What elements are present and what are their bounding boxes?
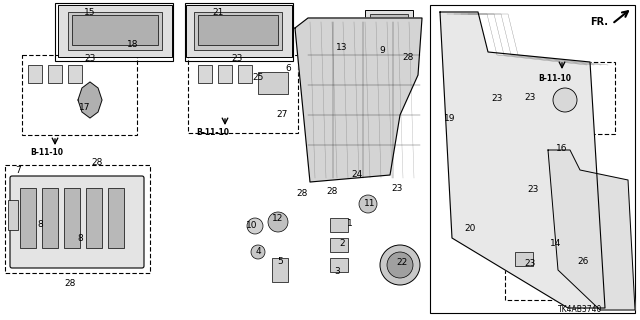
Bar <box>55 3 173 61</box>
Text: B-11-10: B-11-10 <box>30 148 63 157</box>
Text: 25: 25 <box>252 73 264 82</box>
Bar <box>505 240 605 300</box>
Bar <box>28 65 42 83</box>
Polygon shape <box>440 12 605 308</box>
Text: 9: 9 <box>379 46 385 55</box>
Bar <box>68 65 82 83</box>
Bar <box>5 165 150 273</box>
Bar <box>188 55 298 133</box>
Bar <box>515 252 533 266</box>
Text: 16: 16 <box>556 144 568 153</box>
Text: 23: 23 <box>84 54 96 63</box>
Bar <box>198 15 278 45</box>
Text: B-11-10: B-11-10 <box>196 128 229 137</box>
Text: 10: 10 <box>246 221 258 230</box>
Bar <box>108 188 124 248</box>
Bar <box>22 55 137 135</box>
Bar <box>20 188 36 248</box>
Text: 21: 21 <box>212 8 224 17</box>
Bar <box>64 188 80 248</box>
Circle shape <box>380 245 420 285</box>
Text: 28: 28 <box>403 53 413 62</box>
Bar <box>330 258 348 272</box>
Text: 23: 23 <box>492 94 502 103</box>
Bar <box>72 15 158 45</box>
Text: B-11-10: B-11-10 <box>538 74 571 83</box>
Bar <box>238 65 252 83</box>
Polygon shape <box>548 150 635 310</box>
Bar <box>42 188 58 248</box>
Text: 12: 12 <box>272 214 284 223</box>
Text: TK4AB3740: TK4AB3740 <box>558 305 602 314</box>
Text: 26: 26 <box>577 257 589 266</box>
Bar <box>330 218 348 232</box>
Bar <box>218 65 232 83</box>
Text: 5: 5 <box>277 257 283 266</box>
Text: 7: 7 <box>15 166 21 175</box>
Bar <box>58 5 172 57</box>
Text: 23: 23 <box>391 184 403 193</box>
Bar <box>430 5 635 313</box>
Bar <box>68 12 162 50</box>
Circle shape <box>359 195 377 213</box>
Bar <box>272 258 288 282</box>
Text: 3: 3 <box>334 267 340 276</box>
Text: 2: 2 <box>339 239 345 248</box>
Text: 28: 28 <box>64 279 76 288</box>
Text: 13: 13 <box>336 43 348 52</box>
FancyBboxPatch shape <box>10 176 144 268</box>
Text: 6: 6 <box>285 64 291 73</box>
Bar <box>330 238 348 252</box>
Text: 22: 22 <box>396 258 408 267</box>
Polygon shape <box>78 82 102 118</box>
Bar <box>185 3 293 61</box>
Text: 19: 19 <box>444 114 456 123</box>
Circle shape <box>553 88 577 112</box>
Text: 23: 23 <box>527 185 539 194</box>
Circle shape <box>247 218 263 234</box>
Text: 23: 23 <box>524 93 536 102</box>
Text: 1: 1 <box>347 219 353 228</box>
Text: 4: 4 <box>255 247 261 256</box>
Text: 20: 20 <box>464 224 476 233</box>
Bar <box>8 200 18 230</box>
Bar <box>86 188 102 248</box>
Text: 15: 15 <box>84 8 96 17</box>
Bar <box>198 65 212 83</box>
Text: 8: 8 <box>77 234 83 243</box>
Bar <box>520 62 615 134</box>
Text: 23: 23 <box>524 259 536 268</box>
Text: 11: 11 <box>364 199 376 208</box>
Circle shape <box>251 245 265 259</box>
Circle shape <box>268 212 288 232</box>
Text: 17: 17 <box>79 103 91 112</box>
Bar <box>186 5 292 57</box>
Bar <box>365 10 413 48</box>
Bar <box>48 65 62 83</box>
Bar <box>370 14 408 42</box>
Text: 28: 28 <box>296 189 308 198</box>
Text: FR.: FR. <box>590 17 608 27</box>
Text: 8: 8 <box>37 220 43 229</box>
Text: 24: 24 <box>351 170 363 179</box>
Bar <box>258 72 288 94</box>
Text: 18: 18 <box>127 40 139 49</box>
Text: 14: 14 <box>550 239 562 248</box>
Bar <box>194 12 282 50</box>
Polygon shape <box>295 18 422 182</box>
Text: 28: 28 <box>326 187 338 196</box>
Circle shape <box>387 252 413 278</box>
Text: 23: 23 <box>231 54 243 63</box>
Text: 28: 28 <box>92 158 102 167</box>
Text: 27: 27 <box>276 110 288 119</box>
